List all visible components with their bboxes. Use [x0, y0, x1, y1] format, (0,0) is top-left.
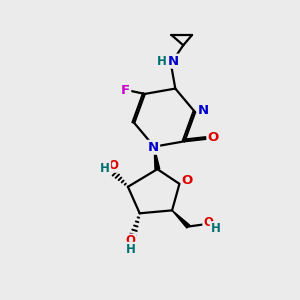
Text: N: N	[168, 55, 179, 68]
Text: H: H	[211, 222, 220, 235]
Text: H: H	[100, 162, 110, 175]
Polygon shape	[154, 147, 160, 169]
Text: O: O	[126, 235, 136, 248]
Text: O: O	[203, 216, 213, 229]
Polygon shape	[172, 210, 190, 228]
Text: H: H	[126, 243, 136, 256]
Text: N: N	[148, 141, 159, 154]
Text: F: F	[121, 85, 130, 98]
Text: H: H	[157, 55, 167, 68]
Text: O: O	[182, 174, 193, 188]
Text: O: O	[208, 131, 219, 144]
Text: O: O	[108, 159, 118, 172]
Text: N: N	[198, 104, 209, 117]
